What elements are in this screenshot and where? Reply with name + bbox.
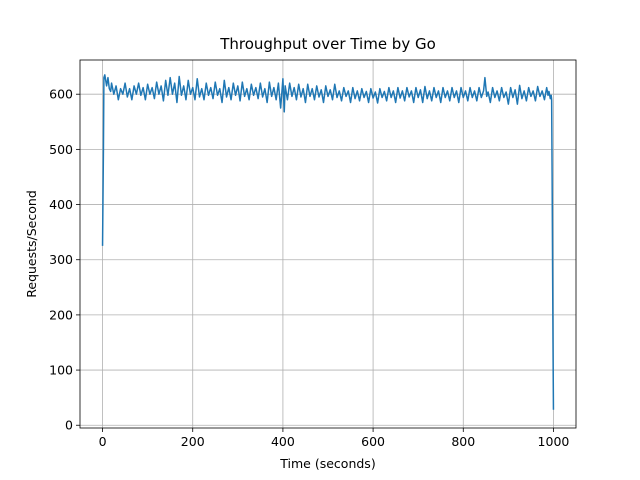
y-tick-label: 300 [49,252,73,267]
series-layer [101,74,555,410]
grid-layer [80,60,576,428]
tick-layer: 0 200 400 600 800 1000 0 100 200 300 400 500 600 [49,87,569,449]
x-tick-label: 200 [181,434,205,449]
throughput-series-line [101,74,555,410]
x-axis-label: Time (seconds) [279,456,375,471]
plot-frame [79,59,577,429]
y-tick-label: 100 [49,363,73,378]
x-tick-label: 600 [361,434,385,449]
y-axis-label: Requests/Second [24,190,39,298]
x-tick-label: 0 [99,434,107,449]
x-tick-label: 400 [271,434,295,449]
y-tick-label: 0 [65,418,73,433]
x-tick-label: 800 [451,434,475,449]
y-tick-label: 400 [49,197,73,212]
y-tick-label: 600 [49,87,73,102]
y-tick-label: 200 [49,307,73,322]
y-tick-label: 500 [49,142,73,157]
chart-title: Throughput over Time by Go [219,35,436,53]
x-tick-label: 1000 [538,434,570,449]
